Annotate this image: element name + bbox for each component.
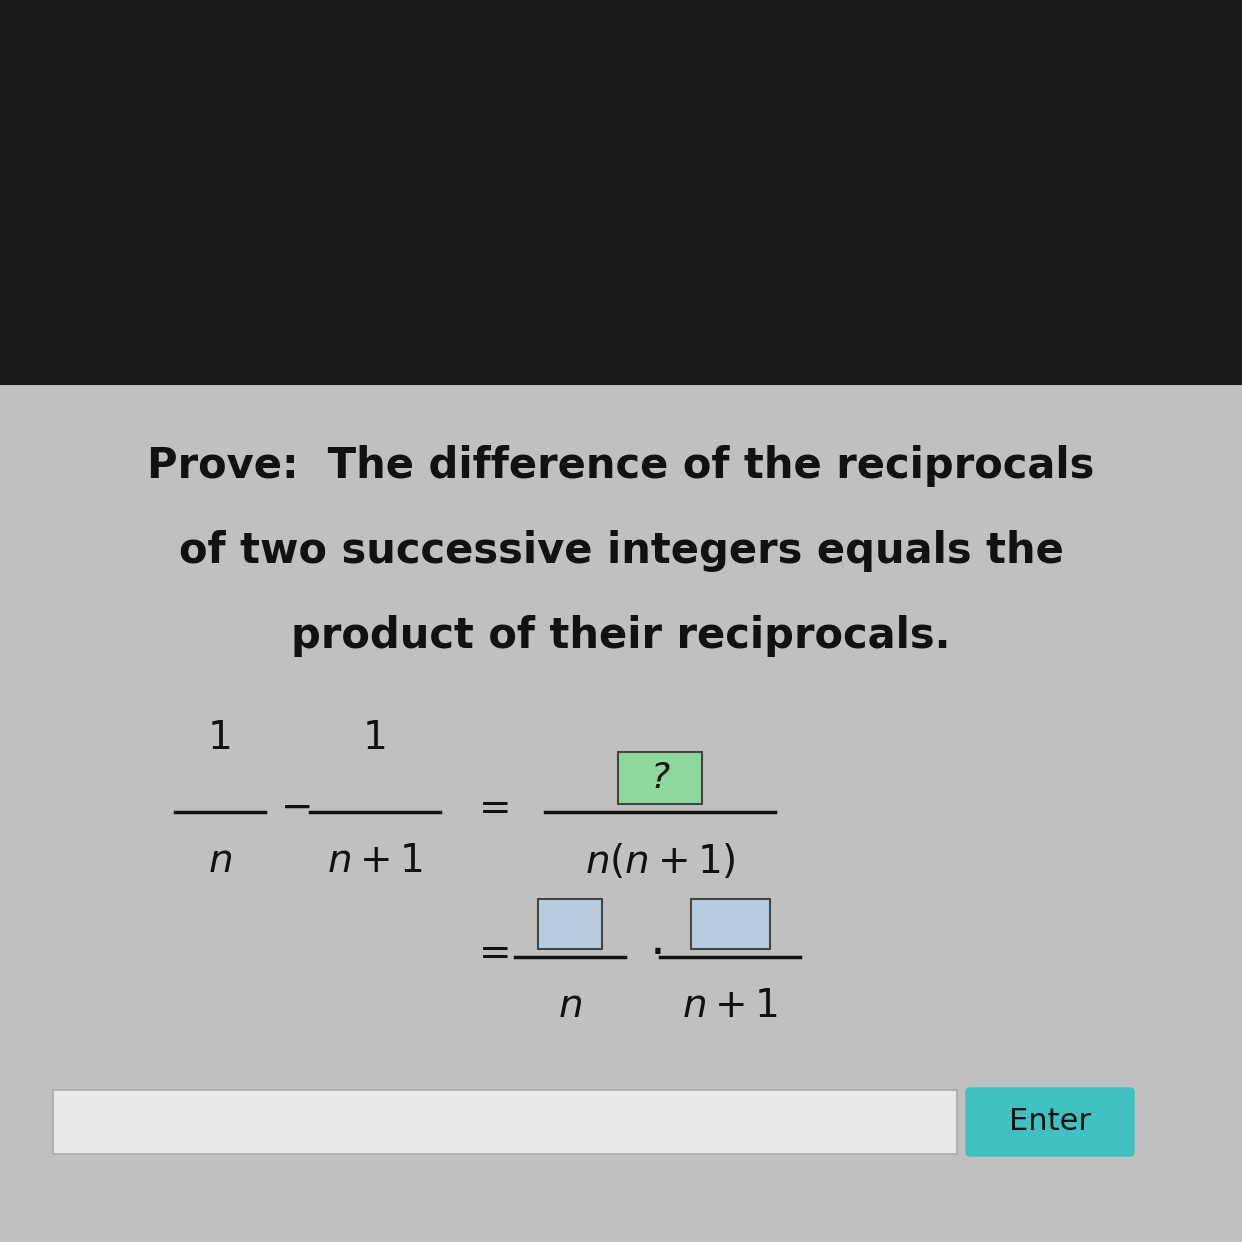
Text: $n+1$: $n+1$	[682, 987, 777, 1025]
FancyBboxPatch shape	[691, 899, 770, 949]
FancyBboxPatch shape	[53, 1090, 958, 1154]
Text: ?: ?	[651, 761, 669, 795]
Text: product of their reciprocals.: product of their reciprocals.	[292, 615, 950, 657]
Text: $n(n+1)$: $n(n+1)$	[585, 842, 735, 881]
Bar	[0, 0, 1242, 385]
Bar	[0, 385, 1242, 1242]
FancyBboxPatch shape	[619, 751, 702, 804]
Text: Prove:  The difference of the reciprocals: Prove: The difference of the reciprocals	[148, 445, 1094, 487]
Text: $=$: $=$	[471, 787, 509, 826]
Text: 1: 1	[363, 719, 388, 758]
FancyBboxPatch shape	[966, 1088, 1134, 1156]
Text: $n$: $n$	[207, 842, 232, 881]
Text: Enter: Enter	[1009, 1108, 1090, 1136]
Text: $-$: $-$	[279, 787, 310, 826]
Text: $\cdot$: $\cdot$	[648, 928, 661, 976]
Text: $n+1$: $n+1$	[327, 842, 422, 881]
Text: 1: 1	[207, 719, 232, 758]
FancyBboxPatch shape	[538, 899, 602, 949]
Text: $=$: $=$	[471, 933, 509, 971]
Text: of two successive integers equals the: of two successive integers equals the	[179, 530, 1063, 573]
Text: $n$: $n$	[558, 987, 582, 1025]
